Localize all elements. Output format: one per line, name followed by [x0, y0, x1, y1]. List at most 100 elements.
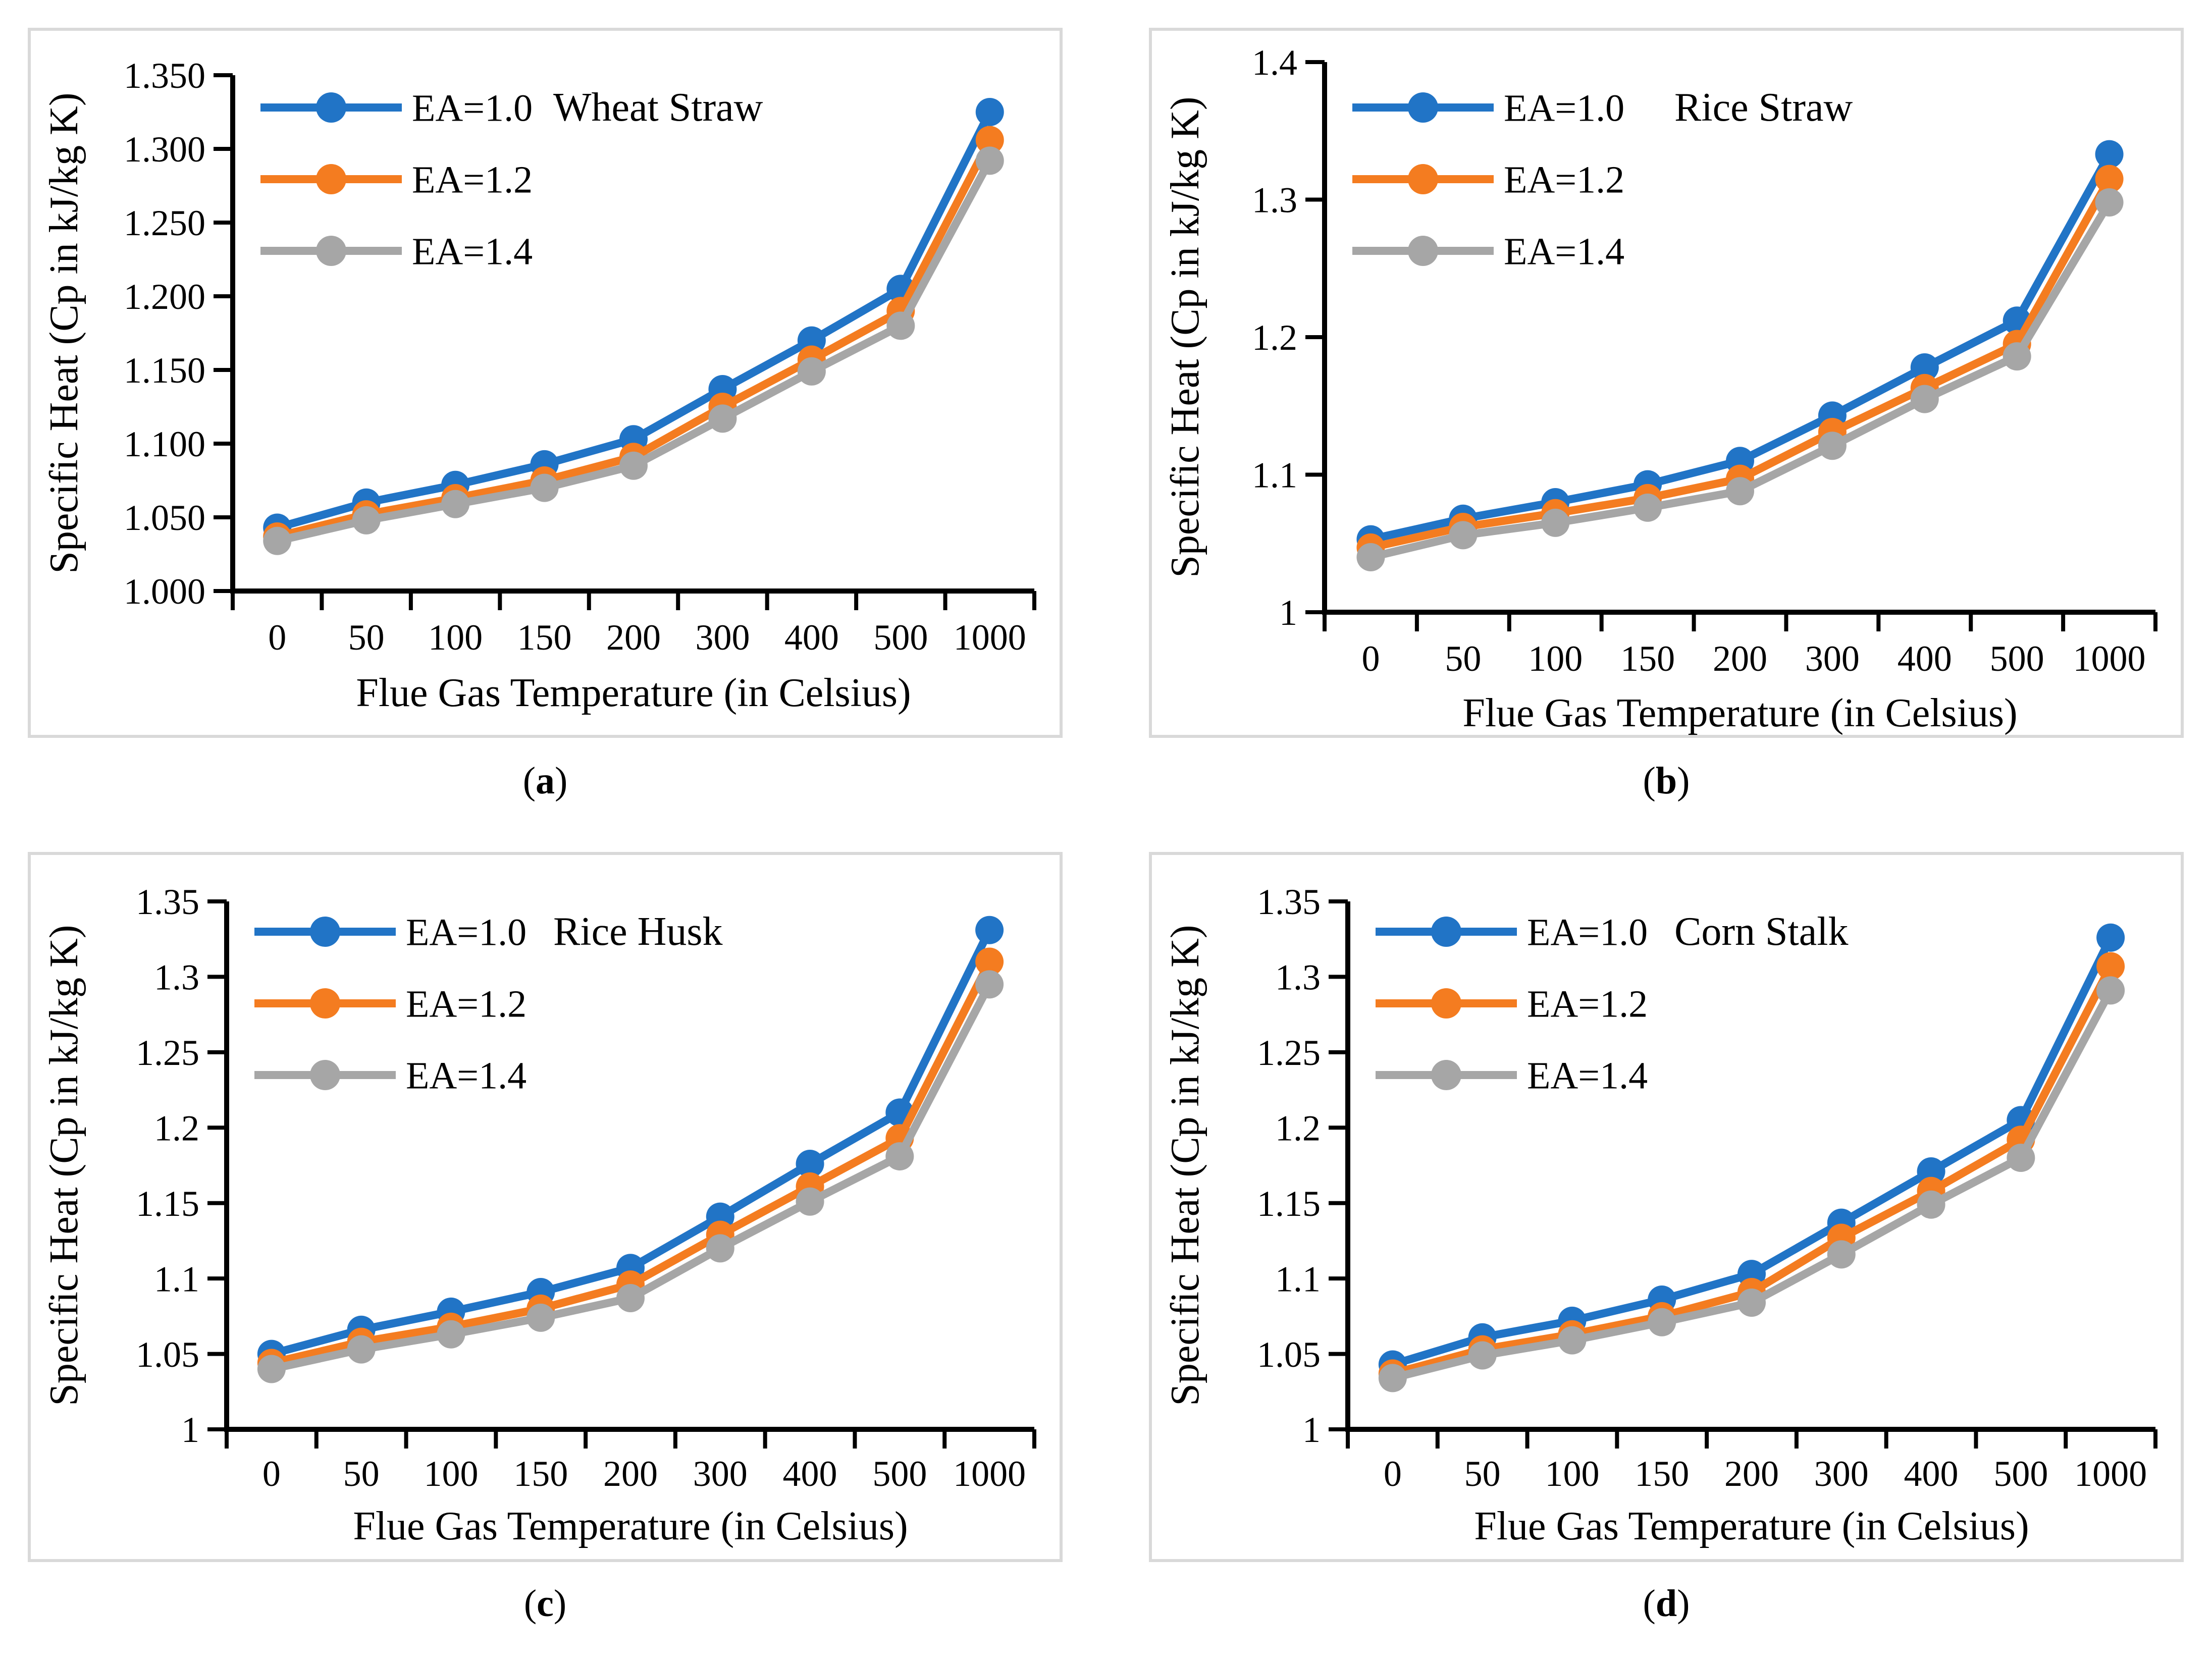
series-marker-ea-1-4	[1378, 1364, 1407, 1392]
y-tick-label: 1.05	[1257, 1334, 1321, 1375]
x-tick-label: 200	[1724, 1454, 1779, 1494]
y-axis-title: Specific Heat (Cp in kJ/kg K)	[1163, 925, 1207, 1406]
legend-marker-ea-1-0	[310, 917, 340, 947]
series-marker-ea-1-0	[1917, 1157, 1945, 1186]
caption-a: (a)	[28, 748, 1063, 814]
x-tick-label: 0	[268, 617, 286, 658]
caption-letter: d	[1655, 1582, 1677, 1625]
x-tick-label: 150	[1620, 638, 1675, 679]
series-marker-ea-1-4	[975, 970, 1004, 999]
y-tick-label: 1.4	[1252, 42, 1297, 83]
chart-panel-rice-straw: 1 1.1 1.2 1.3 1.4 0 50 100 150 200 300 400 500 1000 Fl…	[1149, 28, 2184, 738]
y-axis-title: Specific Heat (Cp in kJ/kg K)	[1163, 96, 1207, 577]
legend-marker-ea-1-0	[1431, 917, 1461, 947]
legend-label-ea-1-2: EA=1.2	[1527, 983, 1648, 1026]
series-marker-ea-1-4	[975, 146, 1004, 175]
y-tick-label: 1.35	[136, 882, 199, 922]
series-marker-ea-1-4	[437, 1320, 465, 1349]
x-tick-label: 100	[1528, 638, 1583, 679]
series-marker-ea-1-4	[2003, 342, 2031, 371]
legend-label-ea-1-2: EA=1.2	[406, 983, 526, 1026]
caption-letter: b	[1655, 760, 1677, 802]
x-tick-label: 0	[1361, 638, 1380, 679]
x-tick-label: 150	[517, 617, 572, 658]
x-tick-label: 0	[262, 1454, 281, 1494]
series-marker-ea-1-4	[2007, 1144, 2035, 1172]
x-tick-label: 150	[1635, 1454, 1689, 1494]
legend-label-ea-1-0: EA=1.0	[406, 912, 526, 954]
legend-label-ea-1-0: EA=1.0	[1527, 912, 1648, 954]
x-axis-title: Flue Gas Temperature (in Celsius)	[1474, 1504, 2029, 1548]
y-tick-label: 1.25	[1257, 1033, 1321, 1073]
panel-title: Rice Straw	[1674, 85, 1853, 130]
y-tick-label: 1.300	[124, 129, 205, 170]
legend-label-ea-1-2: EA=1.2	[1504, 159, 1624, 201]
x-tick-label: 50	[1445, 638, 1481, 679]
chart-svg-rice-husk: 1 1.05 1.1 1.15 1.2 1.25 1.3 1.35 0 50 100 150 200 30…	[42, 882, 1036, 1548]
x-tick-label: 150	[513, 1454, 568, 1494]
series-marker-ea-1-2	[975, 947, 1004, 976]
series-marker-ea-1-4	[1634, 493, 1662, 522]
series-marker-ea-1-4	[263, 526, 292, 555]
legend-label-ea-1-0: EA=1.0	[412, 87, 533, 130]
caption-open-paren: (	[522, 760, 536, 802]
legend-marker-ea-1-2	[310, 988, 340, 1019]
x-axis-title: Flue Gas Temperature (in Celsius)	[1462, 691, 2017, 735]
y-tick-label: 1.05	[136, 1334, 199, 1375]
x-axis-title: Flue Gas Temperature (in Celsius)	[353, 1504, 908, 1548]
legend-marker-ea-1-2	[1408, 164, 1438, 194]
series-line-ea-1-4	[1391, 988, 2115, 1382]
series-marker-ea-1-4	[1468, 1341, 1497, 1370]
x-tick-label: 200	[1713, 638, 1767, 679]
caption-open-paren: (	[1643, 1582, 1656, 1625]
y-tick-label: 1.1	[154, 1259, 199, 1299]
legend-marker-ea-1-4	[310, 1060, 340, 1090]
series-marker-ea-1-0	[975, 98, 1004, 126]
series-marker-ea-1-4	[1917, 1190, 1945, 1219]
caption-close-paren: )	[1677, 760, 1690, 802]
y-tick-label: 1.1	[1252, 455, 1297, 496]
y-tick-label: 1.1	[1275, 1259, 1321, 1299]
series-marker-ea-1-4	[1737, 1288, 1766, 1317]
y-tick-label: 1.150	[124, 350, 205, 391]
x-tick-label: 100	[424, 1454, 478, 1494]
y-tick-label: 1.350	[124, 56, 205, 96]
series-marker-ea-1-0	[2096, 923, 2125, 952]
series-marker-ea-1-2	[2095, 165, 2124, 193]
legend-label-ea-1-0: EA=1.0	[1504, 87, 1624, 130]
y-tick-label: 1.200	[124, 277, 205, 317]
x-axis-title: Flue Gas Temperature (in Celsius)	[356, 671, 911, 715]
series-marker-ea-1-4	[347, 1335, 376, 1364]
series-marker-ea-1-4	[2095, 188, 2124, 217]
legend-marker-ea-1-2	[316, 164, 346, 194]
series-marker-ea-1-4	[886, 311, 915, 340]
x-tick-label: 100	[1545, 1454, 1599, 1494]
y-tick-label: 1.3	[1252, 180, 1297, 221]
legend-marker-ea-1-4	[1431, 1060, 1461, 1090]
y-tick-label: 1.25	[136, 1033, 199, 1073]
series-marker-ea-1-0	[975, 916, 1004, 944]
x-tick-label: 400	[783, 1454, 837, 1494]
legend-marker-ea-1-4	[1408, 236, 1438, 266]
legend-label-ea-1-4: EA=1.4	[1504, 231, 1624, 273]
series-marker-ea-1-4	[1910, 385, 1939, 413]
y-tick-label: 1.3	[1275, 957, 1321, 998]
series-marker-ea-1-4	[619, 451, 648, 480]
caption-close-paren: )	[553, 1582, 567, 1625]
panel-title: Wheat Straw	[553, 85, 763, 130]
series-marker-ea-1-4	[706, 1234, 734, 1263]
series-marker-ea-1-4	[1648, 1308, 1676, 1336]
x-tick-label: 0	[1384, 1454, 1402, 1494]
x-tick-label: 1000	[2073, 638, 2146, 679]
y-tick-label: 1	[1302, 1410, 1321, 1450]
series-marker-ea-1-4	[352, 506, 381, 534]
series-marker-ea-1-2	[975, 126, 1004, 154]
x-tick-label: 1000	[954, 617, 1026, 658]
y-tick-label: 1.2	[1252, 317, 1297, 358]
series-marker-ea-1-4	[1827, 1240, 1856, 1269]
series-marker-ea-1-4	[708, 404, 737, 433]
series-marker-ea-1-4	[1541, 508, 1570, 537]
caption-c: (c)	[28, 1571, 1063, 1636]
caption-letter: c	[537, 1582, 554, 1625]
series-marker-ea-1-2	[2096, 952, 2125, 981]
